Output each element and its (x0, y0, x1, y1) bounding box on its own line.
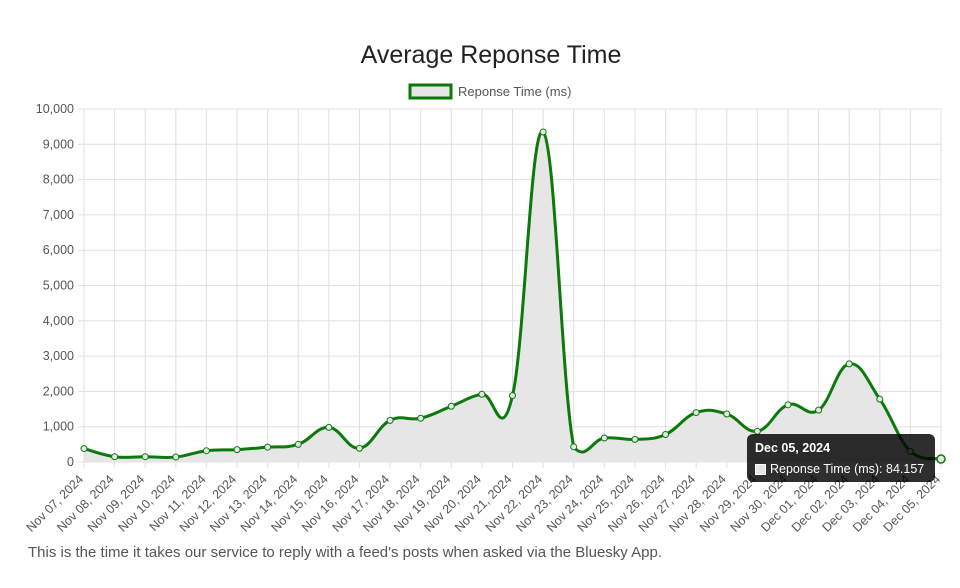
legend-swatch (408, 83, 453, 100)
y-tick-label: 2,000 (43, 384, 74, 398)
data-point[interactable] (355, 444, 363, 452)
tooltip-row: Reponse Time (ms): 84.157 (755, 462, 927, 477)
data-point[interactable] (233, 446, 241, 454)
data-point[interactable] (600, 434, 608, 442)
data-point[interactable] (111, 453, 119, 461)
data-point[interactable] (141, 453, 149, 461)
y-tick-label: 9,000 (43, 137, 74, 151)
y-tick-label: 6,000 (43, 243, 74, 257)
data-point[interactable] (172, 453, 180, 461)
plot-area (80, 128, 946, 464)
chart-container: Average Reponse Time Reponse Time (ms) 0… (24, 41, 946, 535)
data-point[interactable] (325, 423, 333, 431)
y-axis: 0 1,000 2,000 3,000 4,000 5,000 6,000 7,000 8,00… (36, 102, 74, 469)
line-chart: Average Reponse Time Reponse Time (ms) 0… (24, 41, 946, 535)
data-point[interactable] (386, 416, 394, 424)
y-tick-label: 4,000 (43, 314, 74, 328)
data-point[interactable] (815, 406, 823, 414)
data-point[interactable] (80, 445, 88, 453)
data-point[interactable] (784, 401, 792, 409)
chart-caption: This is the time it takes our service to… (28, 544, 662, 561)
data-point[interactable] (876, 395, 884, 403)
data-point[interactable] (202, 447, 210, 455)
legend[interactable]: Reponse Time (ms) (408, 83, 571, 100)
data-point[interactable] (417, 414, 425, 422)
chart-title: Average Reponse Time (361, 41, 622, 69)
tooltip-swatch (755, 464, 766, 475)
data-point[interactable] (539, 128, 547, 136)
data-point[interactable] (294, 440, 302, 448)
y-tick-label: 8,000 (43, 173, 74, 187)
grid (78, 108, 942, 468)
data-point[interactable] (570, 443, 578, 451)
data-point[interactable] (264, 443, 272, 451)
tooltip: Dec 05, 2024 Reponse Time (ms): 84.157 (747, 434, 935, 482)
data-point[interactable] (936, 454, 946, 464)
legend-label: Reponse Time (ms) (458, 84, 571, 99)
data-point[interactable] (509, 392, 516, 400)
data-point[interactable] (845, 360, 853, 368)
data-point[interactable] (631, 435, 639, 443)
data-point[interactable] (662, 430, 670, 438)
data-point[interactable] (723, 410, 731, 418)
data-point[interactable] (447, 402, 455, 410)
tooltip-title: Dec 05, 2024 (755, 441, 831, 455)
y-tick-label: 7,000 (43, 208, 74, 222)
y-tick-label: 0 (67, 455, 74, 469)
y-tick-label: 1,000 (43, 420, 74, 434)
y-tick-label: 5,000 (43, 279, 74, 293)
y-tick-label: 3,000 (43, 349, 74, 363)
data-point[interactable] (478, 390, 486, 398)
data-point[interactable] (692, 409, 700, 417)
tooltip-label: Reponse Time (ms): 84.157 (770, 462, 925, 476)
y-tick-label: 10,000 (36, 102, 74, 116)
